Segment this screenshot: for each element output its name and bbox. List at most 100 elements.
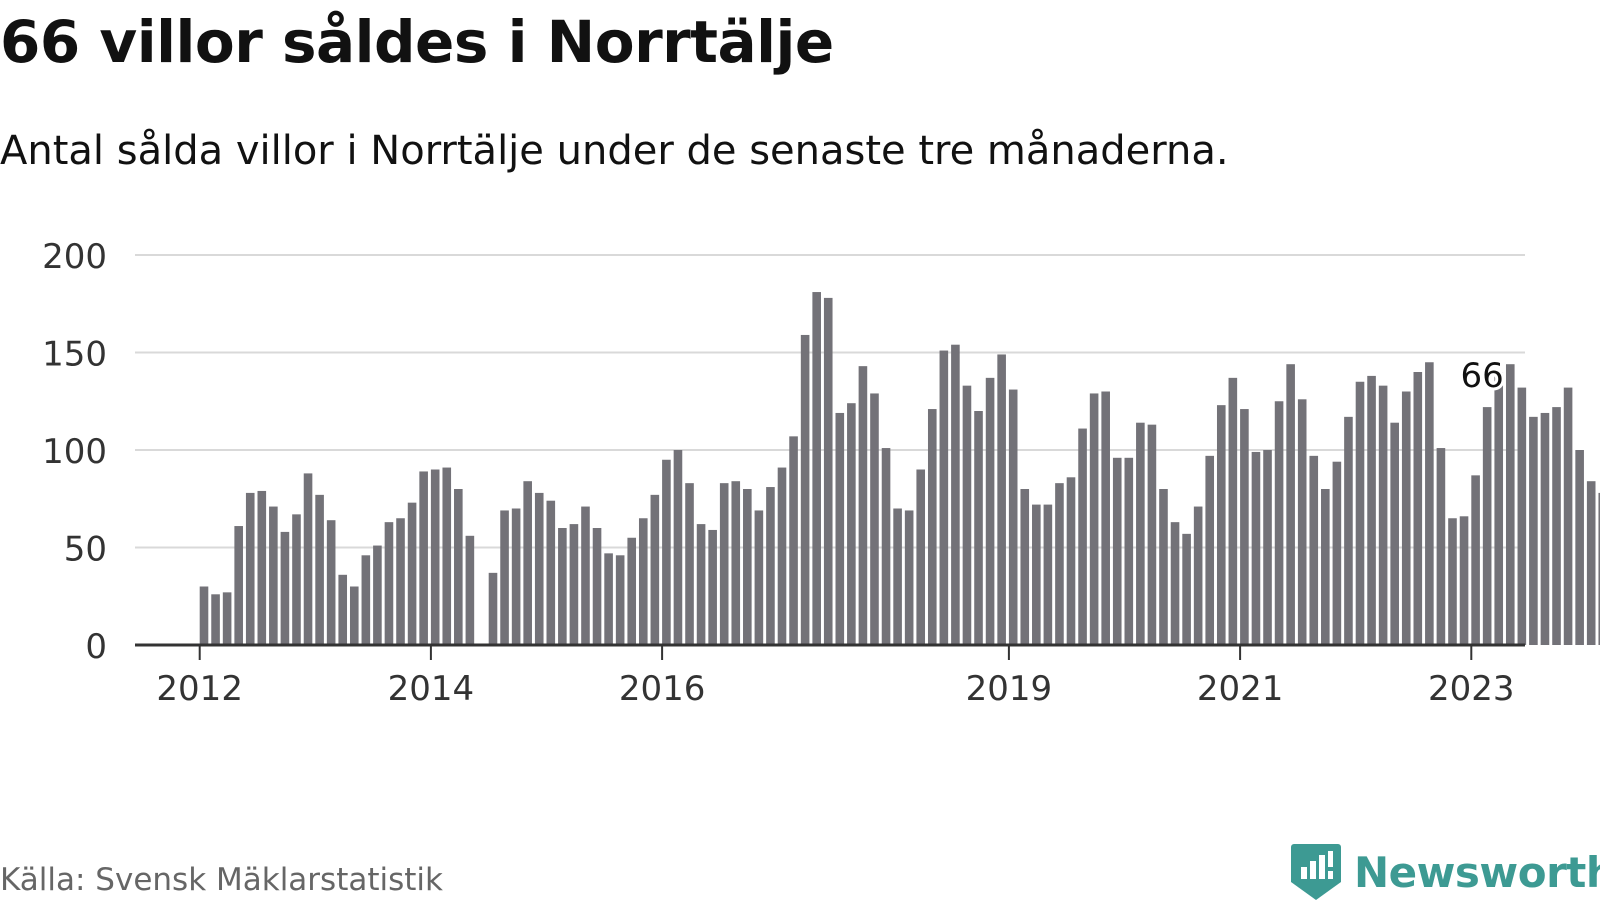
bar — [338, 574, 348, 645]
bar — [627, 537, 637, 645]
bar — [789, 436, 798, 645]
bar — [1436, 448, 1446, 645]
bar — [1170, 522, 1180, 645]
bar — [361, 555, 371, 645]
bar — [292, 514, 301, 645]
bar — [1078, 428, 1087, 645]
y-tick-label: 200 — [42, 237, 107, 277]
bar — [1008, 389, 1018, 645]
bar — [638, 518, 648, 645]
bar — [1020, 489, 1030, 645]
bar — [1147, 424, 1157, 645]
bar — [569, 524, 579, 645]
bar — [1378, 385, 1388, 645]
bar — [1459, 516, 1469, 645]
bar — [1390, 422, 1399, 645]
bar — [604, 553, 613, 645]
bar — [1309, 455, 1319, 645]
bar — [858, 366, 868, 645]
bars — [199, 292, 1600, 645]
bar — [1043, 504, 1053, 645]
bar — [1540, 412, 1550, 645]
bar — [1205, 455, 1215, 645]
y-tick-label: 100 — [42, 432, 107, 472]
bar — [1563, 387, 1573, 645]
bar — [823, 297, 833, 645]
bar — [1193, 506, 1203, 645]
x-tick-label: 2019 — [966, 669, 1053, 709]
bar — [927, 409, 937, 645]
brand-logo[interactable]: Newsworthy — [1290, 842, 1600, 902]
x-axis: 2012 2014 2016 2019 2021 2023 — [135, 643, 1525, 709]
bar — [1529, 416, 1538, 645]
bar — [1586, 481, 1596, 645]
bar — [1216, 405, 1226, 645]
bar — [1598, 492, 1600, 645]
bar — [1448, 518, 1457, 645]
bar — [1367, 375, 1376, 645]
latest-value-label: 66 — [1461, 356, 1504, 396]
chart-title: 66 villor såldes i Norrtälje — [0, 8, 834, 76]
bar — [546, 500, 556, 645]
bar — [1482, 407, 1492, 645]
bar — [349, 586, 359, 645]
bar — [1425, 362, 1434, 645]
bar — [708, 529, 717, 645]
bar — [1494, 372, 1504, 645]
bar — [373, 545, 382, 645]
y-tick-label: 0 — [85, 627, 107, 667]
bar — [962, 385, 972, 645]
bar — [1471, 475, 1480, 645]
bar — [1505, 364, 1515, 645]
bar — [1297, 399, 1307, 645]
bar — [615, 555, 625, 645]
bar — [1124, 457, 1134, 645]
bar — [534, 492, 544, 645]
bar — [685, 483, 694, 645]
bar — [442, 467, 452, 645]
y-tick-label: 50 — [64, 530, 107, 570]
bar — [1136, 422, 1145, 645]
bar — [673, 450, 683, 645]
bar — [800, 334, 810, 645]
bar-chart: 0 50 100 150 200 2012 2014 2016 2019 2021 2023 66 — [42, 237, 1600, 709]
bar — [407, 502, 417, 645]
bar — [731, 481, 741, 645]
bar — [430, 469, 440, 645]
bar — [592, 528, 602, 645]
bar — [523, 481, 532, 645]
bar — [1055, 483, 1064, 645]
bar — [1263, 450, 1272, 645]
bar — [511, 508, 521, 645]
bar — [974, 411, 983, 645]
bar — [315, 494, 324, 645]
bar — [1182, 533, 1191, 645]
bar — [985, 377, 995, 645]
bar — [696, 524, 706, 645]
bar — [951, 344, 960, 645]
bar — [777, 467, 787, 645]
bar — [211, 594, 220, 645]
bar — [558, 528, 567, 645]
bar — [465, 535, 475, 645]
bar — [662, 459, 671, 645]
bar — [280, 531, 290, 645]
bar — [1032, 504, 1041, 645]
bar — [1112, 457, 1122, 645]
y-tick-label: 150 — [42, 335, 107, 375]
chart-subtitle: Antal sålda villor i Norrtälje under de … — [0, 128, 1229, 174]
bar — [939, 350, 949, 645]
bar — [904, 510, 914, 645]
x-tick-label: 2012 — [156, 669, 243, 709]
bar — [222, 592, 232, 645]
bar — [812, 292, 821, 645]
bar — [1274, 401, 1284, 645]
bar — [303, 473, 313, 645]
bar — [743, 489, 752, 645]
bar — [1101, 391, 1110, 645]
bar — [754, 510, 764, 645]
bar — [1332, 461, 1342, 645]
bar — [384, 522, 394, 645]
bar — [1517, 387, 1527, 645]
bar — [1355, 381, 1365, 645]
